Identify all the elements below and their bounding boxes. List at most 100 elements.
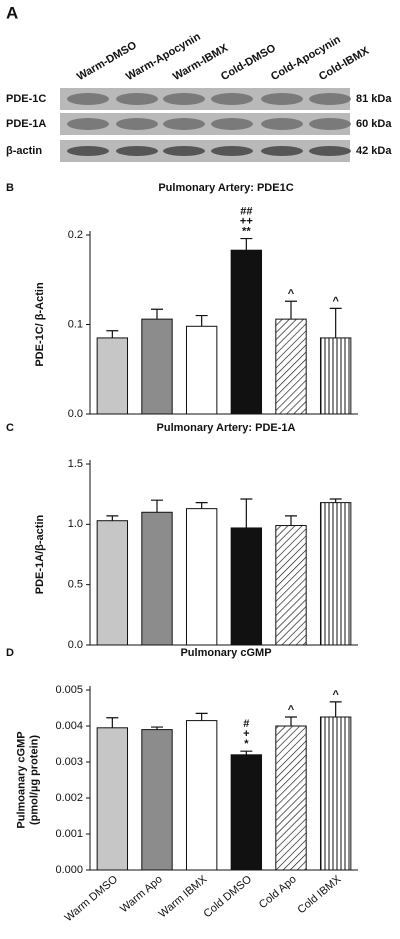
- blot-band: [211, 146, 253, 156]
- x-tick-label: Warm DMSO: [63, 873, 121, 924]
- y-axis-label: Pulmoanary cGMP: [15, 731, 27, 828]
- size-label: 42 kDa: [356, 145, 392, 157]
- bar: [275, 725, 307, 871]
- y-tick-label: 0.005: [55, 684, 83, 696]
- row-label: β-actin: [6, 145, 42, 157]
- chart-title: Pulmonary Artery: PDE-1A: [157, 422, 296, 434]
- y-tick-label: 0.000: [55, 864, 83, 876]
- y-tick-label: 1.0: [68, 518, 83, 530]
- blot-band: [163, 118, 205, 130]
- blot-band: [67, 93, 109, 105]
- bar: [319, 716, 352, 871]
- significance-mark: ^: [288, 704, 295, 716]
- error-bar: [240, 750, 253, 755]
- error-bar: [195, 502, 208, 509]
- size-label: 60 kDa: [356, 118, 392, 130]
- chart-title: Pulmonary Artery: PDE1C: [158, 182, 293, 194]
- significance-mark: +: [243, 728, 249, 740]
- blot-band: [163, 146, 205, 156]
- bar: [141, 511, 173, 646]
- blot-band: [116, 118, 158, 130]
- bar: [141, 318, 173, 415]
- y-tick-label: 0.1: [68, 318, 83, 330]
- bar: [185, 508, 218, 646]
- error-bar: [195, 712, 208, 721]
- bar: [230, 527, 263, 646]
- error-bar: [151, 499, 163, 513]
- significance-mark: #: [243, 718, 249, 730]
- lane-label: Cold-DMSO: [219, 42, 278, 83]
- bar: [96, 520, 129, 646]
- error-bar: [329, 701, 342, 717]
- bar: [230, 249, 263, 415]
- blot-band: [309, 118, 351, 130]
- blot-band: [211, 118, 253, 130]
- y-tick-label: 0.002: [55, 792, 83, 804]
- bar: [141, 729, 173, 871]
- blot-band: [309, 146, 351, 156]
- lane-label: Warm-Apocynin: [124, 31, 203, 83]
- blot-band: [309, 93, 351, 105]
- y-axis-label: (pmol/µg protein): [28, 735, 40, 825]
- row-label: PDE-1A: [6, 118, 46, 130]
- panel-letter: A: [6, 3, 18, 22]
- error-bar: [195, 314, 208, 327]
- y-tick-label: 1.5: [68, 458, 83, 470]
- error-bar: [240, 237, 253, 251]
- x-tick-label: Warm IBMX: [157, 873, 210, 920]
- error-bar: [329, 498, 342, 503]
- significance-mark: **: [242, 225, 251, 237]
- blot-band: [261, 118, 303, 130]
- blot-band: [67, 118, 109, 130]
- x-tick-label: Cold IBMX: [295, 873, 343, 916]
- error-bar: [285, 716, 297, 726]
- y-axis-label: PDE-1A/β-actin: [34, 514, 46, 594]
- blot-band: [261, 146, 303, 156]
- error-bar: [151, 308, 163, 320]
- bar: [230, 754, 263, 871]
- blot-band: [116, 93, 158, 105]
- error-bar: [106, 717, 119, 728]
- error-bar: [285, 300, 297, 320]
- y-tick-label: 0.0: [68, 408, 83, 420]
- significance-mark: ^: [332, 295, 339, 307]
- error-bar: [285, 515, 297, 526]
- y-tick-label: 0.001: [55, 828, 83, 840]
- significance-mark: ##: [240, 205, 252, 217]
- y-tick-label: 0.2: [68, 229, 83, 241]
- bar: [319, 502, 352, 646]
- blot-band: [163, 93, 205, 105]
- y-tick-label: 0.5: [68, 579, 83, 591]
- error-bar: [329, 307, 342, 338]
- blot-band: [67, 146, 109, 156]
- panel-letter: C: [6, 422, 14, 434]
- bar: [96, 727, 129, 871]
- chart-title: Pulmonary cGMP: [180, 647, 271, 659]
- row-label: PDE-1C: [6, 93, 46, 105]
- bar: [275, 525, 307, 646]
- y-tick-label: 0.004: [55, 720, 83, 732]
- significance-mark: ++: [240, 215, 253, 227]
- bar: [185, 720, 218, 871]
- panel-letter: B: [6, 182, 14, 194]
- significance-mark: *: [244, 738, 249, 750]
- x-tick-label: Cold Apo: [257, 873, 299, 911]
- bar: [319, 337, 352, 415]
- bar: [96, 337, 129, 415]
- significance-mark: ^: [288, 288, 295, 300]
- panel-letter: D: [6, 647, 14, 659]
- error-bar: [151, 726, 163, 730]
- size-label: 81 kDa: [356, 93, 392, 105]
- x-tick-label: Cold DMSO: [201, 873, 254, 920]
- y-axis-label: PDE-1C/ β-Actin: [34, 282, 46, 367]
- error-bar: [106, 515, 119, 521]
- y-tick-label: 0.0: [68, 639, 83, 651]
- blot-band: [261, 93, 303, 105]
- bar: [275, 318, 307, 415]
- y-tick-label: 0.003: [55, 756, 83, 768]
- error-bar: [240, 498, 253, 528]
- blot-band: [116, 146, 158, 156]
- bar: [185, 325, 218, 415]
- significance-mark: ^: [332, 689, 339, 701]
